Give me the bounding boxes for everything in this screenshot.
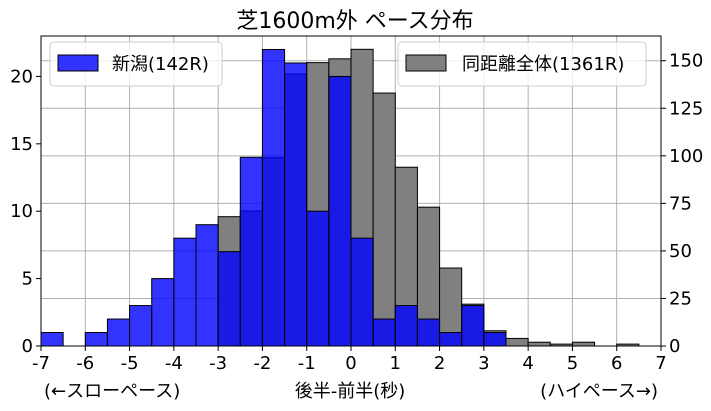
y-left-tick-label: 0 bbox=[22, 336, 33, 357]
x-axis-label-right-note: (ハイペース→) bbox=[540, 381, 658, 402]
legend-swatch-niigata bbox=[57, 54, 99, 72]
bar-overall bbox=[505, 337, 529, 347]
y-right-tick-label: 100 bbox=[669, 146, 703, 167]
y-left-tick-label: 5 bbox=[22, 269, 33, 290]
bar-niigata bbox=[239, 156, 263, 347]
legend-label-niigata: 新潟(142R) bbox=[112, 54, 209, 75]
series-niigata-bars bbox=[40, 48, 507, 347]
x-tick-label: -5 bbox=[121, 353, 139, 374]
x-tick-label: -3 bbox=[209, 353, 227, 374]
bar-niigata bbox=[350, 237, 374, 347]
bar-niigata bbox=[306, 210, 330, 347]
bar-niigata bbox=[217, 251, 241, 347]
y-right-tick-label: 50 bbox=[669, 241, 692, 262]
bar-niigata bbox=[261, 48, 286, 347]
x-tick-label: 2 bbox=[434, 353, 445, 374]
bar-niigata bbox=[394, 305, 418, 347]
bar-niigata bbox=[483, 332, 507, 347]
legend-left: 新潟(142R) bbox=[49, 41, 223, 87]
y-right-tick-label: 25 bbox=[669, 288, 692, 309]
y-axis-left-ticks: 0 5 10 15 20 bbox=[10, 66, 41, 357]
y-right-tick-label: 0 bbox=[669, 336, 680, 357]
bar-niigata bbox=[106, 318, 131, 347]
bar-overall bbox=[571, 341, 596, 347]
bar-niigata bbox=[284, 62, 308, 347]
legend-right: 同距離全体(1361R) bbox=[397, 41, 647, 87]
y-left-tick-label: 10 bbox=[10, 201, 33, 222]
x-tick-label: 6 bbox=[611, 353, 622, 374]
bar-niigata bbox=[173, 237, 197, 347]
bar-niigata bbox=[195, 224, 219, 347]
y-axis-right-ticks: 0 25 50 75 100 125 150 bbox=[661, 51, 703, 357]
bar-niigata bbox=[40, 332, 64, 347]
y-right-tick-label: 75 bbox=[669, 193, 692, 214]
y-right-tick-label: 150 bbox=[669, 51, 703, 72]
legend-swatch-overall bbox=[405, 54, 447, 72]
x-tick-label: 5 bbox=[567, 353, 578, 374]
x-tick-label: 7 bbox=[655, 353, 666, 374]
x-tick-label: 1 bbox=[390, 353, 401, 374]
y-right-tick-label: 125 bbox=[669, 98, 703, 119]
y-left-tick-label: 20 bbox=[10, 66, 33, 87]
x-axis-ticks: -7 -6 -5 -4 -3 -2 -1 0 1 2 3 4 5 6 7 bbox=[32, 346, 667, 374]
legend-label-overall: 同距離全体(1361R) bbox=[462, 54, 624, 75]
bar-niigata bbox=[129, 305, 153, 347]
y-left-tick-label: 15 bbox=[10, 134, 33, 155]
bar-niigata bbox=[151, 278, 175, 347]
x-tick-label: -2 bbox=[253, 353, 271, 374]
x-tick-label: 3 bbox=[478, 353, 489, 374]
x-axis-label: 後半-前半(秒) bbox=[295, 381, 406, 402]
x-tick-label: -1 bbox=[298, 353, 316, 374]
bar-overall bbox=[527, 341, 551, 347]
x-tick-label: -6 bbox=[76, 353, 94, 374]
bar-niigata bbox=[439, 332, 463, 347]
x-axis-label-left-note: (←スローペース) bbox=[44, 381, 180, 402]
x-tick-label: 4 bbox=[522, 353, 533, 374]
bar-overall bbox=[372, 92, 396, 347]
bar-niigata bbox=[84, 332, 108, 347]
bar-niigata bbox=[416, 318, 441, 347]
bar-niigata bbox=[461, 305, 485, 347]
bar-niigata bbox=[328, 75, 352, 347]
x-tick-label: -4 bbox=[165, 353, 183, 374]
x-tick-label: -7 bbox=[32, 353, 50, 374]
x-tick-label: 0 bbox=[345, 353, 356, 374]
bar-niigata bbox=[372, 318, 396, 347]
chart-title: 芝1600m外 ペース分布 bbox=[236, 9, 473, 34]
